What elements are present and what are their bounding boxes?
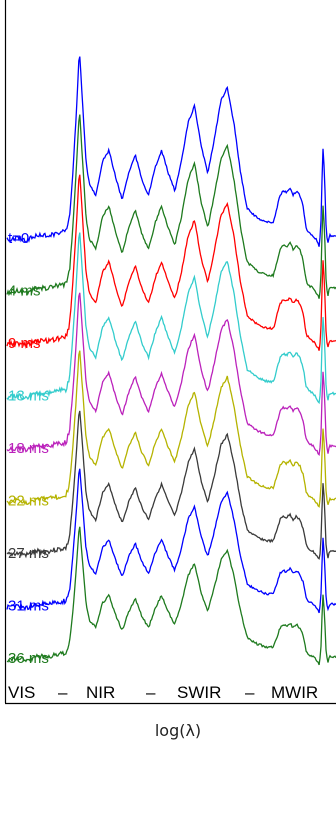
trace-label-36-ms: 36 ms [8,650,49,667]
band-label-swir: SWIR [177,683,221,702]
band-label-nir: NIR [86,683,115,702]
trace-13-ms [6,232,336,405]
trace-label-18-ms: 18 ms [8,440,49,457]
trace-9-ms [6,174,336,351]
spectra-traces: t=0 4 ms 9 ms 13 ms 18 ms 22 ms 27 ms 31 ms 36 m… [6,56,336,667]
trace-18-ms [6,292,336,457]
trace-label-9-ms: 9 ms [8,335,41,352]
trace-31-ms [6,468,336,614]
band-labels: VIS – NIR – SWIR – MWIR [8,683,318,702]
trace-4-ms [6,114,336,299]
band-label-vis: VIS [8,683,35,702]
trace-27-ms [6,410,336,560]
band-separator-2: – [146,683,156,702]
trace-label-22-ms: 22 ms [8,493,49,510]
trace-label-4-ms: 4 ms [8,283,41,300]
trace-t-0 [6,56,336,247]
band-label-mwir: MWIR [271,683,318,702]
band-separator-3: – [245,683,255,702]
trace-label-27-ms: 27 ms [8,545,49,562]
band-separator-1: – [58,683,68,702]
trace-label-t-0: t=0 [8,230,29,247]
trace-label-13-ms: 13 ms [8,388,49,405]
trace-36-ms [6,526,336,666]
x-axis-label: log(λ) [155,721,201,740]
trace-22-ms [6,350,336,508]
trace-label-31-ms: 31 ms [8,598,49,615]
